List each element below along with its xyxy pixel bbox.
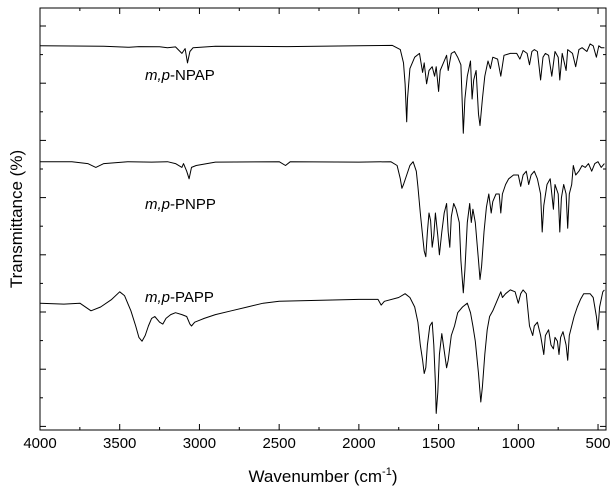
series-label-prefix: m,p — [145, 67, 170, 84]
x-axis-title-superscript: -1 — [382, 466, 392, 478]
x-tick-label: 2500 — [262, 435, 295, 452]
x-tick-label: 1000 — [502, 435, 535, 452]
series-label-prefix: m,p — [145, 289, 170, 306]
x-tick-label: 500 — [586, 435, 611, 452]
x-tick-label: 1500 — [422, 435, 455, 452]
series-label: m,p-PAPP — [145, 289, 214, 306]
series-label-suffix: -PNPP — [170, 196, 216, 213]
y-axis-ticks — [40, 26, 606, 426]
plot-frame — [40, 8, 606, 430]
spectra — [40, 44, 604, 414]
spectrum-line — [40, 44, 604, 133]
series-label-prefix: m,p — [145, 196, 170, 213]
series-label: m,p-NPAP — [145, 67, 215, 84]
x-tick-label: 2000 — [342, 435, 375, 452]
spectrum-line — [40, 290, 604, 414]
series-label-suffix: -PAPP — [170, 289, 214, 306]
spectrum-line — [40, 162, 604, 293]
x-tick-label: 3000 — [183, 435, 216, 452]
series-label-suffix: -NPAP — [170, 67, 215, 84]
x-axis-title: Wavenumber (cm-1) — [249, 466, 398, 486]
x-axis-ticks: 4000 3500 3000 2500 2000 1500 1000 500 — [23, 8, 610, 452]
y-axis-title: Transmittance (%) — [7, 150, 26, 288]
x-tick-label: 4000 — [23, 435, 56, 452]
x-tick-label: 3500 — [103, 435, 136, 452]
series-label: m,p-PNPP — [145, 196, 216, 213]
x-axis-title-close: ) — [392, 467, 398, 486]
